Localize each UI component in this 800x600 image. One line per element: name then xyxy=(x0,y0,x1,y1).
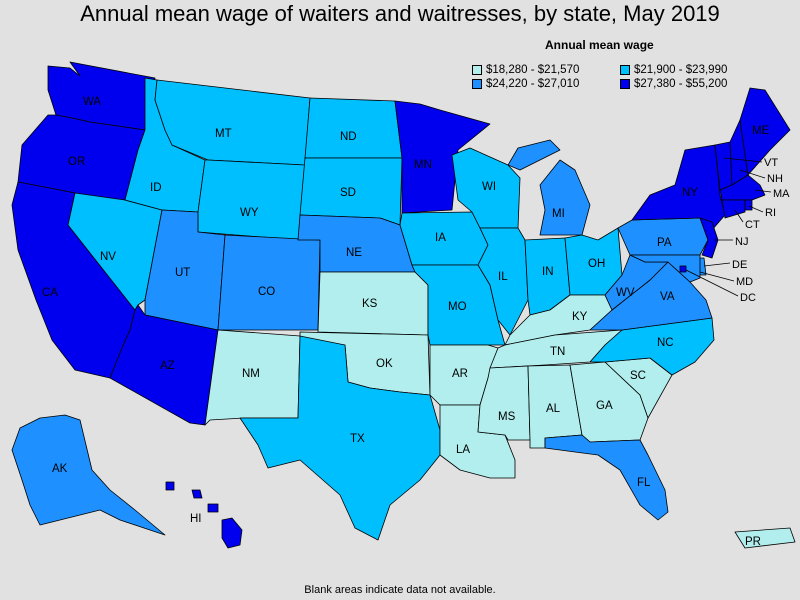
state-label: DC xyxy=(740,292,756,304)
state-label: DE xyxy=(732,259,747,271)
state-label: NE xyxy=(346,247,362,259)
legend-item-1: $18,280 - $21,570 xyxy=(472,64,579,76)
state-ak[interactable] xyxy=(11,414,166,536)
legend-swatch xyxy=(472,79,482,89)
legend-label: $21,900 - $23,990 xyxy=(634,64,728,76)
legend-item-2: $21,900 - $23,990 xyxy=(620,64,727,76)
state-label: CO xyxy=(258,286,275,298)
state-label: GA xyxy=(596,400,613,412)
leader-line xyxy=(739,169,766,179)
state-label: LA xyxy=(456,444,470,456)
state-label: AR xyxy=(452,368,468,380)
state-md[interactable] xyxy=(629,254,701,283)
state-label: WY xyxy=(240,207,259,219)
state-label: MO xyxy=(448,301,467,313)
state-label: ME xyxy=(752,125,770,137)
state-il[interactable] xyxy=(477,227,529,336)
state-nc[interactable] xyxy=(589,317,715,376)
state-tx[interactable] xyxy=(239,335,441,541)
legend-title: Annual mean wage xyxy=(545,38,654,52)
legend-label: $18,280 - $21,570 xyxy=(486,64,580,76)
state-hi[interactable] xyxy=(221,517,243,549)
leader-line xyxy=(699,271,735,282)
state-label: ID xyxy=(150,182,162,194)
state-label: CT xyxy=(745,219,760,231)
leader-line xyxy=(685,269,739,297)
legend-item-3: $24,220 - $27,010 xyxy=(472,78,579,90)
state-label: OR xyxy=(68,156,85,168)
state-label: CA xyxy=(42,287,58,299)
leader-line xyxy=(703,262,731,267)
state-mi-lower[interactable] xyxy=(539,159,591,236)
state-label: WA xyxy=(83,96,101,108)
state-wy[interactable] xyxy=(197,159,306,241)
state-mn[interactable] xyxy=(394,100,491,214)
state-label: NC xyxy=(657,337,674,349)
state-nj[interactable] xyxy=(699,217,719,259)
state-label: NJ xyxy=(735,236,748,248)
state-pr[interactable] xyxy=(734,527,796,549)
state-label: NY xyxy=(682,187,698,199)
state-label: RI xyxy=(765,207,776,219)
state-label: WI xyxy=(482,181,496,193)
state-label: AK xyxy=(52,463,68,475)
state-label: WV xyxy=(616,287,635,299)
state-label: PA xyxy=(657,237,672,249)
state-label: MS xyxy=(498,411,516,423)
map-title: Annual mean wage of waiters and waitress… xyxy=(80,1,720,26)
state-label: MA xyxy=(773,188,790,200)
state-label: OH xyxy=(588,258,605,270)
state-label: VA xyxy=(660,291,675,303)
state-hi-maui[interactable] xyxy=(207,503,219,513)
state-co[interactable] xyxy=(217,234,321,331)
legend-swatch xyxy=(620,79,630,89)
state-dc[interactable] xyxy=(679,265,687,273)
state-label: NH xyxy=(767,173,783,185)
state-label: KY xyxy=(572,311,588,323)
state-label: KS xyxy=(362,298,378,310)
state-label: TX xyxy=(350,433,365,445)
leader-line xyxy=(754,189,772,193)
state-label: MI xyxy=(552,208,565,220)
legend-swatch xyxy=(620,65,630,75)
state-label: TN xyxy=(550,346,565,358)
state-label: AZ xyxy=(160,360,175,372)
state-label: IL xyxy=(498,271,508,283)
state-label: IN xyxy=(542,266,554,278)
state-label: SC xyxy=(630,370,646,382)
state-label: UT xyxy=(175,267,190,279)
state-label: MN xyxy=(414,159,432,171)
state-label: MT xyxy=(215,128,232,140)
state-ny[interactable] xyxy=(631,144,726,231)
legend-item-4: $27,380 - $55,200 xyxy=(620,78,727,90)
state-fl[interactable] xyxy=(544,434,669,521)
legend-label: $24,220 - $27,010 xyxy=(486,78,580,90)
state-nd[interactable] xyxy=(304,97,403,159)
state-label: HI xyxy=(190,513,202,525)
state-label: MD xyxy=(736,276,753,288)
state-label: IA xyxy=(435,232,446,244)
state-label: OK xyxy=(376,358,393,370)
state-label: AL xyxy=(546,403,561,415)
state-ri[interactable] xyxy=(744,199,753,211)
state-label: ND xyxy=(340,131,357,143)
state-label: PR xyxy=(745,536,761,548)
legend-swatch xyxy=(472,65,482,75)
leader-line xyxy=(734,209,744,223)
state-label: FL xyxy=(637,477,651,489)
footnote: Blank areas indicate data not available. xyxy=(304,584,496,596)
state-hi-oahu[interactable] xyxy=(191,489,203,499)
leader-line xyxy=(723,157,763,163)
legend-label: $27,380 - $55,200 xyxy=(634,78,728,90)
leader-line xyxy=(748,205,764,213)
state-label: NV xyxy=(100,251,116,263)
state-label: VT xyxy=(764,157,778,169)
state-label: SD xyxy=(340,187,356,199)
state-mi[interactable] xyxy=(507,139,561,171)
state-hi-kauai[interactable] xyxy=(165,481,175,491)
state-ct[interactable] xyxy=(721,199,746,219)
state-label: NM xyxy=(242,368,260,380)
